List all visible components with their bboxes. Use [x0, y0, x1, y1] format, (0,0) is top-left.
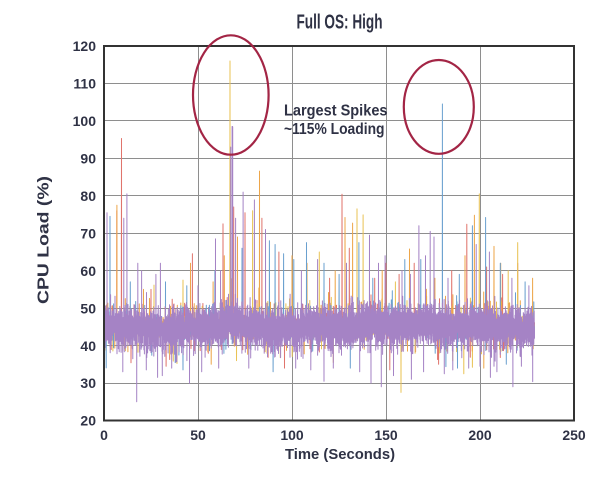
svg-text:60: 60: [80, 263, 96, 279]
svg-text:Full OS: High: Full OS: High: [297, 11, 383, 34]
svg-text:80: 80: [80, 188, 96, 204]
svg-text:150: 150: [374, 427, 398, 443]
svg-text:50: 50: [80, 300, 96, 316]
svg-text:100: 100: [280, 427, 304, 443]
svg-text:Largest Spikes: Largest Spikes: [284, 103, 388, 120]
svg-text:~115% Loading: ~115% Loading: [284, 121, 385, 138]
svg-text:90: 90: [80, 151, 96, 167]
svg-text:50: 50: [190, 427, 206, 443]
svg-text:Time (Seconds): Time (Seconds): [285, 447, 395, 463]
svg-text:20: 20: [80, 413, 96, 429]
svg-text:110: 110: [73, 76, 96, 92]
svg-text:40: 40: [80, 338, 96, 354]
svg-text:70: 70: [80, 225, 96, 241]
svg-text:120: 120: [73, 38, 97, 54]
svg-text:200: 200: [468, 427, 492, 443]
svg-text:CPU Load (%): CPU Load (%): [36, 176, 53, 304]
svg-text:0: 0: [100, 427, 108, 443]
svg-text:100: 100: [73, 113, 97, 129]
svg-text:30: 30: [80, 375, 96, 391]
svg-text:250: 250: [562, 427, 586, 443]
